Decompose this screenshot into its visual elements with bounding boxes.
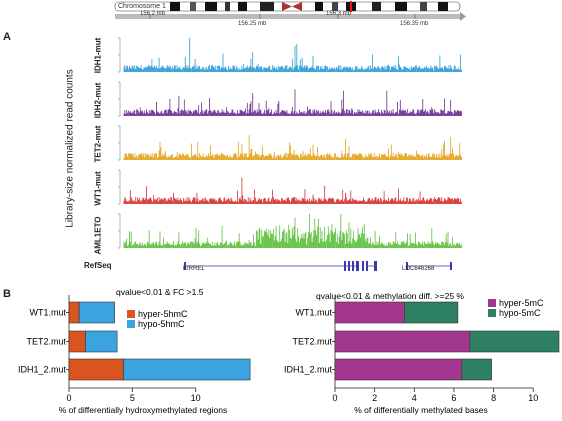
track-idh1-mut: [118, 37, 462, 73]
legend-label: hypo-5mC: [499, 308, 541, 318]
scale-label-3: 156.3 mb: [326, 11, 352, 17]
bar-hyper-5mc: [334, 301, 405, 324]
category-label: TET2.mut: [26, 337, 66, 347]
x-tick-label: 8: [491, 393, 496, 403]
gene-label-kirrel: KIRREL: [183, 266, 205, 272]
bar-hypo-5hmc: [85, 330, 118, 353]
bar-hyper-5hmc: [68, 301, 80, 324]
legend-swatch: [127, 320, 135, 328]
bar-hyper-5hmc: [68, 358, 124, 381]
bar-hypo-5hmc: [123, 358, 251, 381]
x-tick-label: 2: [372, 393, 377, 403]
x-axis-title: % of differentially methylated bases: [354, 405, 488, 415]
panel-b-letter: B: [3, 288, 11, 300]
legend-swatch: [488, 299, 496, 307]
track-idh2-mut: [118, 81, 462, 117]
genome-ylabel: Library-size normalized read counts: [64, 69, 76, 228]
bar-hypo-5mc: [461, 358, 492, 381]
gene-label-loc646268: LOC646268: [402, 266, 435, 272]
scale-label-2: 156.25 mb: [238, 21, 267, 27]
legend-swatch: [127, 310, 135, 318]
chart-title: qvalue<0.01 & FC >1.5: [116, 287, 204, 297]
track-label-idh2: IDH2-mut: [93, 82, 103, 119]
category-label: TET2.mut: [292, 337, 332, 347]
legend-label: hypo-5hmC: [138, 319, 185, 329]
x-tick-label: 10: [528, 393, 538, 403]
legend-label: hyper-5mC: [499, 298, 544, 308]
x-tick-label: 6: [451, 393, 456, 403]
legend-label: hyper-5hmC: [138, 309, 188, 319]
track-tet2-mut: [118, 125, 462, 161]
legend-swatch: [488, 309, 496, 317]
panel-a-letter: A: [3, 31, 11, 43]
x-tick-label: 10: [191, 393, 201, 403]
track-wt1-mut: [118, 169, 462, 205]
category-label: IDH1_2.mut: [18, 365, 67, 375]
x-tick-label: 0: [332, 393, 337, 403]
x-tick-label: 4: [412, 393, 417, 403]
scale-label-1: 156.2 mb: [140, 11, 166, 17]
category-label: WT1.mut: [29, 308, 66, 318]
track-label-idh1: IDH1-mut: [93, 37, 103, 74]
x-tick-label: 5: [130, 393, 135, 403]
bar-hypo-5mc: [404, 301, 459, 324]
category-label: WT1.mut: [295, 308, 332, 318]
bar-hypo-5hmc: [78, 301, 115, 324]
scale-label-4: 156.35 mb: [400, 21, 429, 27]
mc-bar-chart: qvalue<0.01 & methylation diff. >=25 % WT…: [284, 291, 560, 415]
hmc-bar-chart: qvalue<0.01 & FC >1.5 WT1.mut TET2.mut IDH1…: [18, 287, 251, 415]
track-aml1eto: [118, 213, 462, 249]
track-label-wt1: WT1-mut: [93, 171, 103, 206]
refseq-label: RefSeq: [84, 261, 112, 270]
x-tick-label: 0: [66, 393, 71, 403]
bar-hyper-5mc: [334, 358, 463, 381]
x-axis-title: % of differentially hydroxymethylated re…: [59, 405, 228, 415]
bar-hypo-5mc: [469, 330, 560, 353]
bar-hyper-5hmc: [68, 330, 86, 353]
genome-tracks: [118, 37, 462, 249]
chromosome-label: Chromosome 1: [118, 3, 166, 10]
track-label-tet2: TET2-mut: [93, 125, 103, 163]
category-label: IDH1_2.mut: [284, 365, 333, 375]
bar-hyper-5mc: [334, 330, 471, 353]
refseq-track: [184, 261, 452, 271]
chart-title: qvalue<0.01 & methylation diff. >=25 %: [316, 291, 464, 301]
track-label-aml1eto: AML1ETO: [93, 216, 103, 255]
